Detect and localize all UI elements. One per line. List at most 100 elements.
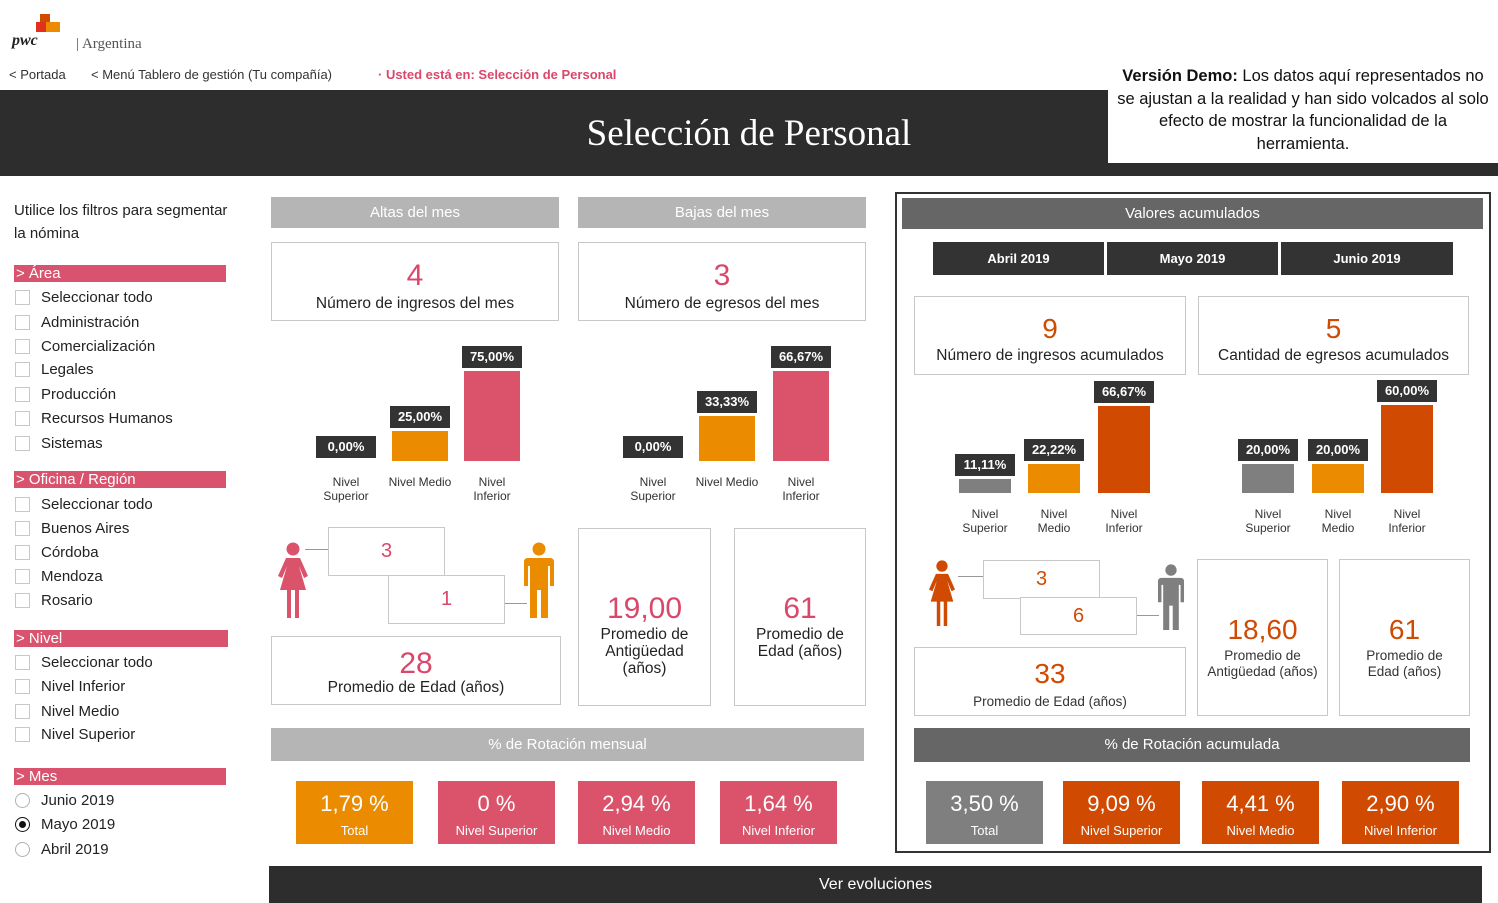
accum-antiguedad-label: Promedio de Antigüedad (años) [1207,648,1318,679]
nav-menu-link[interactable]: < Menú Tablero de gestión (Tu compañía) [91,67,333,82]
filter-header-nivel[interactable]: > Nivel [14,630,228,647]
checkbox[interactable] [15,496,30,512]
checkbox[interactable] [15,314,30,330]
chart-bar [1242,463,1294,493]
checkbox[interactable] [15,289,30,305]
radio-button[interactable] [15,792,30,808]
area-option-label: Recursos Humanos [41,409,173,427]
chart-data-label: 0,00% [316,436,376,458]
accum-panel [895,192,1491,853]
accum-edad2-label: Promedio de Edad (años) [1366,648,1443,679]
checkbox[interactable] [15,654,30,670]
checkbox[interactable] [15,338,30,354]
brand-country: | Argentina [76,36,142,52]
antiguedad-card: 19,00 Promedio de Antigüedad (años) [578,528,711,706]
radio-button[interactable] [15,816,30,832]
tab-mayo[interactable]: Mayo 2019 [1107,242,1278,275]
tab-abril[interactable]: Abril 2019 [933,242,1104,275]
monthly-rotacion-box: 2,94 % Nivel Medio [578,781,695,844]
nivel-option[interactable]: Nivel Superior [15,724,135,744]
checkbox[interactable] [15,703,30,719]
mes-option-label: Junio 2019 [41,791,115,809]
male-icon [524,542,554,618]
checkbox[interactable] [15,435,30,451]
bajas-label: Número de egresos del mes [624,295,820,312]
mes-option[interactable]: Abril 2019 [15,839,109,859]
nivel-option-label: Nivel Medio [41,702,120,720]
chart-data-label: 66,67% [771,345,831,368]
chart-data-label: 33,33% [697,391,757,413]
mes-option[interactable]: Junio 2019 [15,790,114,810]
rotacion-label: Nivel Superior [455,823,538,838]
accum-male-count: 6 [1020,597,1137,635]
rotacion-value: 2,94 % [602,791,671,816]
area-option[interactable]: Producción [15,384,116,404]
rotacion-mensual-header: % de Rotación mensual [271,728,864,761]
checkbox[interactable] [15,361,30,377]
filter-intro: Utilice los filtros para segmentar la nó… [14,202,228,242]
nivel-option[interactable]: Nivel Inferior [15,676,125,696]
tab-junio[interactable]: Junio 2019 [1281,242,1453,275]
edad2-label: Promedio de Edad (años) [756,626,844,660]
altas-card: 4 Número de ingresos del mes [271,242,559,321]
chart-category-label: Nivel Medio [388,475,452,489]
checkbox[interactable] [15,592,30,608]
rotacion-value: 3,50 % [950,791,1019,816]
accum-female-count: 3 [983,560,1100,599]
area-option[interactable]: Administración [15,312,139,332]
oficina-option-label: Córdoba [41,543,99,561]
nivel-option[interactable]: Nivel Medio [15,701,119,721]
checkbox[interactable] [15,386,30,402]
filter-header-oficina[interactable]: > Oficina / Región [14,471,226,488]
accum-egresos-value: 5 [1325,313,1342,344]
checkbox[interactable] [15,678,30,694]
oficina-option-label: Buenos Aires [41,519,130,537]
area-option[interactable]: Seleccionar todo [15,287,153,307]
antiguedad-value: 19,00 [606,592,683,625]
mes-option[interactable]: Mayo 2019 [15,814,115,834]
checkbox[interactable] [15,568,30,584]
chart-category-label: Nivel Medio [695,475,759,489]
chart-bar [1028,464,1080,493]
checkbox[interactable] [15,520,30,536]
monthly-rotacion-box: 0 % Nivel Superior [438,781,555,844]
radio-button[interactable] [15,841,30,857]
area-option[interactable]: Legales [15,359,94,379]
area-option[interactable]: Comercialización [15,336,155,356]
area-option[interactable]: Sistemas [15,433,103,453]
oficina-option[interactable]: Mendoza [15,566,103,586]
edad-value: 28 [399,647,433,680]
oficina-option[interactable]: Córdoba [15,542,99,562]
area-option-label: Administración [41,313,140,331]
rotacion-value: 0 % [477,791,516,816]
oficina-option[interactable]: Seleccionar todo [15,494,153,514]
page-title: Selección de Personal [586,113,912,154]
rotacion-acumulada-header: % de Rotación acumulada [914,728,1470,762]
filter-header-area[interactable]: > Área [14,265,226,282]
nivel-option[interactable]: Seleccionar todo [15,652,153,672]
checkbox[interactable] [15,726,30,742]
oficina-option[interactable]: Buenos Aires [15,518,129,538]
filter-header-mes[interactable]: > Mes [14,768,226,785]
accum-edad2-card: 61 Promedio de Edad (años) [1339,559,1470,716]
oficina-option[interactable]: Rosario [15,590,93,610]
accum-edad2-value: 61 [1388,614,1421,645]
chart-category-label: Nivel Medio [1037,507,1071,535]
checkbox[interactable] [15,410,30,426]
accum-header: Valores acumulados [902,198,1483,229]
female-count: 3 [328,527,445,576]
accum-edad-value: 33 [1034,658,1066,689]
chart-category-label: Nivel Superior [962,507,1008,535]
oficina-option-label: Mendoza [41,567,103,585]
antiguedad-label: Promedio de Antigüedad (años) [600,626,689,677]
nav-portada-link[interactable]: < Portada [9,67,66,82]
rotacion-value: 1,64 % [744,791,813,816]
male-count: 1 [388,575,505,624]
area-option[interactable]: Recursos Humanos [15,408,173,428]
accum-rotacion-box: 4,41 % Nivel Medio [1202,781,1319,844]
checkbox[interactable] [15,544,30,560]
ver-evoluciones-button[interactable]: Ver evoluciones [269,866,1482,903]
nivel-option-label: Nivel Inferior [41,677,126,695]
bajas-header: Bajas del mes [578,197,866,228]
accum-egresos-chart: 20,00% Nivel Superior 20,00% Nivel Medio 60,00… [1198,380,1469,545]
